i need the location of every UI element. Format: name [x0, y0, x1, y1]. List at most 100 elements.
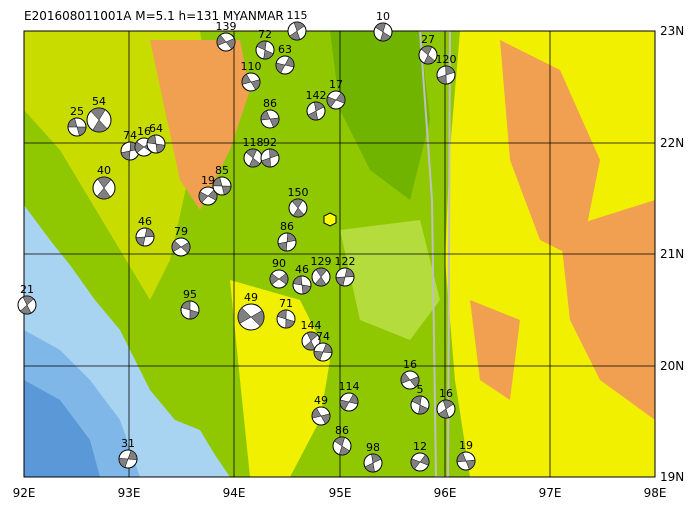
focal-mechanism: 46 [135, 215, 155, 247]
focal-mechanism: 16 [134, 125, 154, 157]
x-axis-label: 94E [223, 486, 246, 500]
focal-mechanism: 19 [456, 439, 476, 471]
focal-mechanism: 12 [410, 440, 430, 472]
event-depth-label: 46 [295, 263, 309, 276]
focal-mechanism: 79 [171, 225, 191, 257]
event-depth-label: 118 [243, 136, 264, 149]
focal-mechanism: 40 [92, 164, 116, 200]
event-depth-label: 49 [314, 394, 328, 407]
focal-mechanism: 27 [418, 33, 438, 65]
focal-mechanism: 144 [301, 319, 322, 351]
compression-quadrant [437, 65, 455, 85]
y-axis-label: 20N [660, 359, 684, 373]
focal-mechanism: 54 [86, 95, 112, 133]
focal-mechanism: 16 [436, 387, 456, 419]
focal-mechanism: 122 [335, 255, 356, 287]
focal-mechanism: 95 [180, 288, 200, 320]
event-depth-label: 86 [335, 424, 349, 437]
focal-mechanism: 72 [255, 28, 275, 60]
event-depth-label: 139 [216, 20, 237, 33]
compression-quadrant [277, 232, 297, 252]
event-depth-label: 64 [149, 122, 163, 135]
compression-quadrant [118, 450, 138, 468]
focal-mechanism: 49 [311, 394, 331, 426]
main-event [323, 212, 337, 227]
focal-mechanism: 150 [288, 186, 309, 218]
y-axis-label: 21N [660, 247, 684, 261]
compression-quadrant [237, 307, 265, 327]
compression-quadrant [364, 453, 382, 473]
compression-quadrant [289, 21, 305, 41]
y-axis-label: 22N [660, 136, 684, 150]
map-title: E201608011001A M=5.1 h=131 MYANMAR [24, 9, 284, 23]
event-depth-label: 63 [278, 43, 292, 56]
event-depth-label: 142 [306, 89, 327, 102]
focal-mechanism: 25 [67, 105, 87, 137]
compression-quadrant [314, 267, 328, 287]
compression-quadrant [96, 176, 112, 200]
compression-quadrant [241, 73, 261, 91]
event-depth-label: 90 [272, 257, 286, 270]
event-depth-label: 46 [138, 215, 152, 228]
event-depth-label: 122 [335, 255, 356, 268]
event-depth-label: 79 [174, 225, 188, 238]
event-depth-label: 16 [439, 387, 453, 400]
compression-quadrant [292, 275, 312, 295]
compression-quadrant [456, 452, 476, 470]
compression-quadrant [438, 399, 454, 419]
x-axis-label: 98E [644, 486, 667, 500]
compression-quadrant [275, 56, 295, 74]
event-depth-label: 72 [258, 28, 272, 41]
focal-mechanism: 74 [120, 129, 140, 161]
focal-mechanism: 21 [17, 283, 37, 315]
focal-mechanism: 17 [326, 78, 346, 110]
event-depth-label: 110 [241, 60, 262, 73]
focal-mechanism: 10 [373, 10, 393, 42]
event-depth-label: 10 [376, 10, 390, 23]
focal-mechanism: 49 [237, 291, 265, 331]
compression-quadrant [67, 118, 87, 136]
event-depth-label: 92 [263, 136, 277, 149]
focal-mechanism: 46 [292, 263, 312, 295]
x-axis-label: 97E [539, 486, 562, 500]
event-depth-label: 86 [280, 220, 294, 233]
compression-quadrant [313, 343, 333, 361]
compression-quadrant [375, 22, 391, 42]
x-axis-label: 93E [118, 486, 141, 500]
focal-mechanism: 86 [332, 424, 352, 456]
event-depth-label: 120 [436, 53, 457, 66]
event-depth-label: 86 [263, 97, 277, 110]
focal-mechanism: 74 [313, 330, 333, 362]
compression-quadrant [420, 45, 436, 65]
compression-quadrant [216, 34, 236, 50]
compression-quadrant [311, 407, 331, 425]
compression-quadrant [410, 454, 430, 470]
focal-mechanism: 114 [339, 380, 360, 412]
event-depth-label: 16 [137, 125, 151, 138]
focal-mechanism: 142 [306, 89, 327, 121]
compression-quadrant [181, 300, 199, 320]
event-depth-label: 40 [97, 164, 111, 177]
compression-quadrant [277, 309, 295, 329]
event-depth-label: 12 [413, 440, 427, 453]
y-axis-label: 23N [660, 24, 684, 38]
x-axis-label: 96E [434, 486, 457, 500]
x-axis-label: 95E [329, 486, 352, 500]
focal-mechanism: 129 [311, 255, 332, 287]
focal-mechanism: 120 [436, 53, 457, 85]
event-depth-label: 49 [244, 291, 258, 304]
event-depth-label: 25 [70, 105, 84, 118]
focal-mechanism: 71 [276, 297, 296, 329]
focal-mechanism: 115 [287, 9, 308, 41]
compression-quadrant [20, 295, 34, 315]
compression-quadrant [90, 107, 108, 133]
compression-quadrant [291, 198, 305, 218]
event-depth-label: 74 [123, 129, 137, 142]
compression-quadrant [245, 148, 261, 168]
focal-mechanism: 64 [146, 122, 166, 154]
x-axis-label: 92E [13, 486, 36, 500]
event-depth-label: 98 [366, 441, 380, 454]
focal-mechanism: 90 [269, 257, 289, 289]
event-depth-label: 21 [20, 283, 34, 296]
focal-mechanism: 118 [243, 136, 264, 168]
